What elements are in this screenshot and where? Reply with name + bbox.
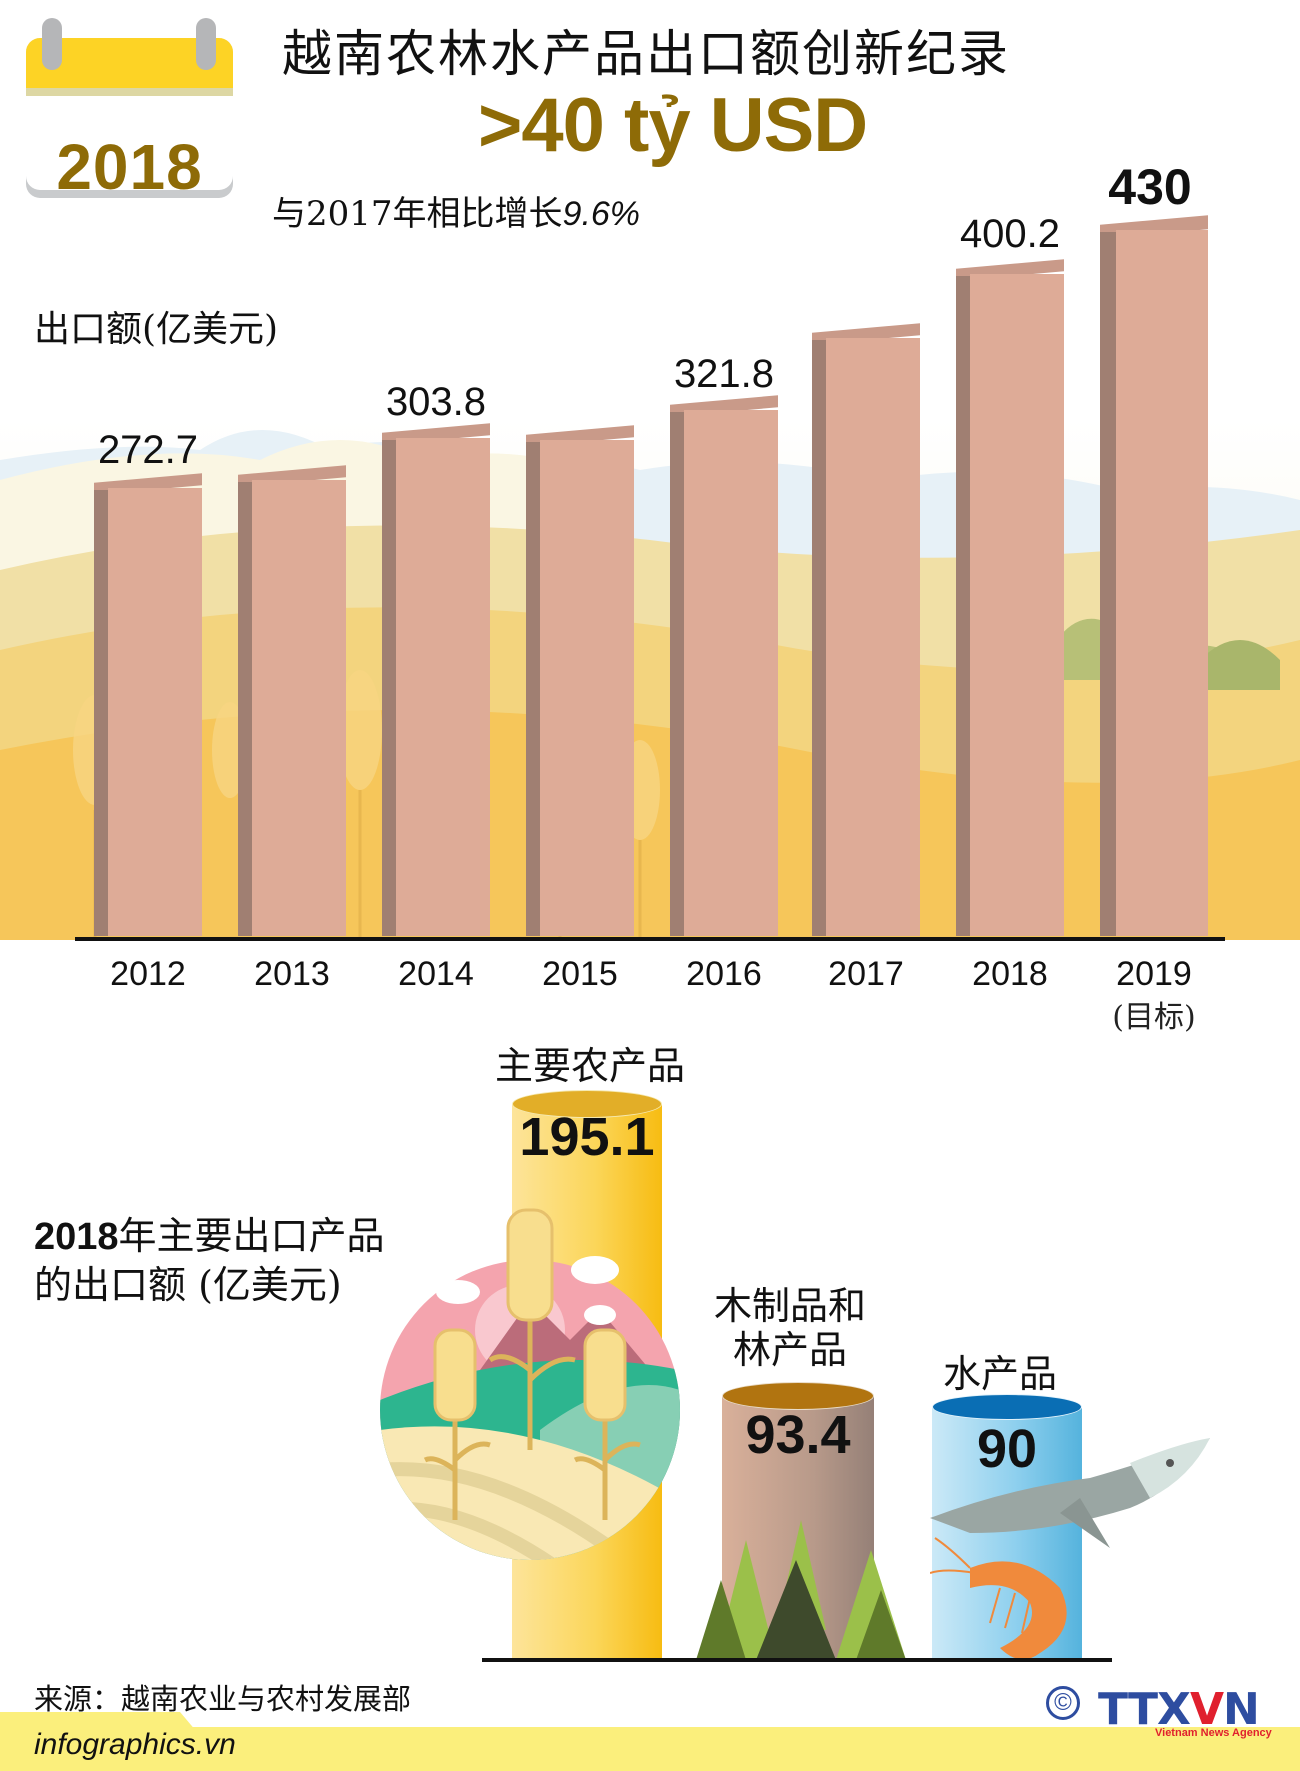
calendar-icon: 2018 (26, 18, 233, 198)
products-title-line1: 年主要出口产品 (118, 1214, 385, 1258)
products-baseline (482, 1658, 1112, 1662)
fish-shrimp-icon (930, 1438, 1210, 1660)
ttxvn-logo: TTXVN (1098, 1684, 1260, 1735)
products-title-line2: 的出口额 (亿美元) (34, 1263, 342, 1307)
bar-value-2019: 430 (1108, 159, 1192, 215)
x-label-2014: 2014 (398, 955, 474, 993)
calendar-year: 2018 (56, 131, 203, 190)
copyright-icon: © (1046, 1686, 1080, 1720)
x-label-2016: 2016 (686, 955, 762, 993)
product-value-aqua: 90 (976, 1419, 1038, 1479)
logo-text-a: TTX (1098, 1684, 1191, 1735)
bar-value-2016: 321.8 (673, 352, 775, 396)
products-title-year: 2018 (34, 1216, 119, 1258)
page-title: 越南农林水产品出口额创新纪录 (282, 25, 1010, 83)
x-label-2013: 2013 (254, 955, 330, 993)
wheat-field-icon (380, 1208, 680, 1560)
x-label-2017: 2017 (828, 955, 904, 993)
x-label-2018: 2018 (972, 955, 1048, 993)
logo-text-v: V (1189, 1684, 1224, 1735)
bar-value-2018: 400.2 (959, 212, 1061, 256)
growth-subtitle: 与2017年相比增长9.6% (272, 186, 640, 235)
product-label-agri: 主要农产品 (494, 1044, 685, 1088)
growth-value: 9.6% (562, 195, 641, 233)
y-axis-label: 出口额(亿美元) (34, 309, 279, 350)
product-label-aqua: 水产品 (942, 1352, 1057, 1396)
logo-text-n: N (1223, 1684, 1260, 1735)
bar-value-2014: 303.8 (385, 380, 487, 424)
x-sublabel-2019: (目标) (1112, 1000, 1196, 1035)
x-label-2015: 2015 (542, 955, 618, 993)
calendar-ring-left (40, 18, 64, 76)
products-section-title: 2018年主要出口产品 的出口额 (亿美元) (34, 1212, 385, 1309)
x-label-2019: 2019 (1116, 955, 1192, 993)
product-label-wood-line2: 林产品 (732, 1328, 847, 1372)
product-label-wood-line1: 木制品和 (713, 1284, 866, 1328)
headline-value: >40 tỷ USD (478, 83, 868, 168)
pine-trees-icon (696, 1520, 906, 1660)
x-label-2012: 2012 (110, 955, 186, 993)
x-axis-line (75, 937, 1225, 941)
growth-prefix: 与2017年相比增长 (272, 194, 563, 234)
bar-value-2012: 272.7 (97, 428, 199, 472)
product-label-wood: 木制品和 林产品 (690, 1284, 890, 1372)
product-value-agri: 195.1 (519, 1107, 655, 1167)
product-value-wood: 93.4 (745, 1405, 851, 1465)
calendar-ring-right (194, 18, 218, 76)
logo-subtitle: Vietnam News Agency (1155, 1727, 1272, 1739)
source-text: 来源：越南农业与农村发展部 (34, 1682, 412, 1716)
site-link[interactable]: infographics.vn (34, 1728, 236, 1761)
